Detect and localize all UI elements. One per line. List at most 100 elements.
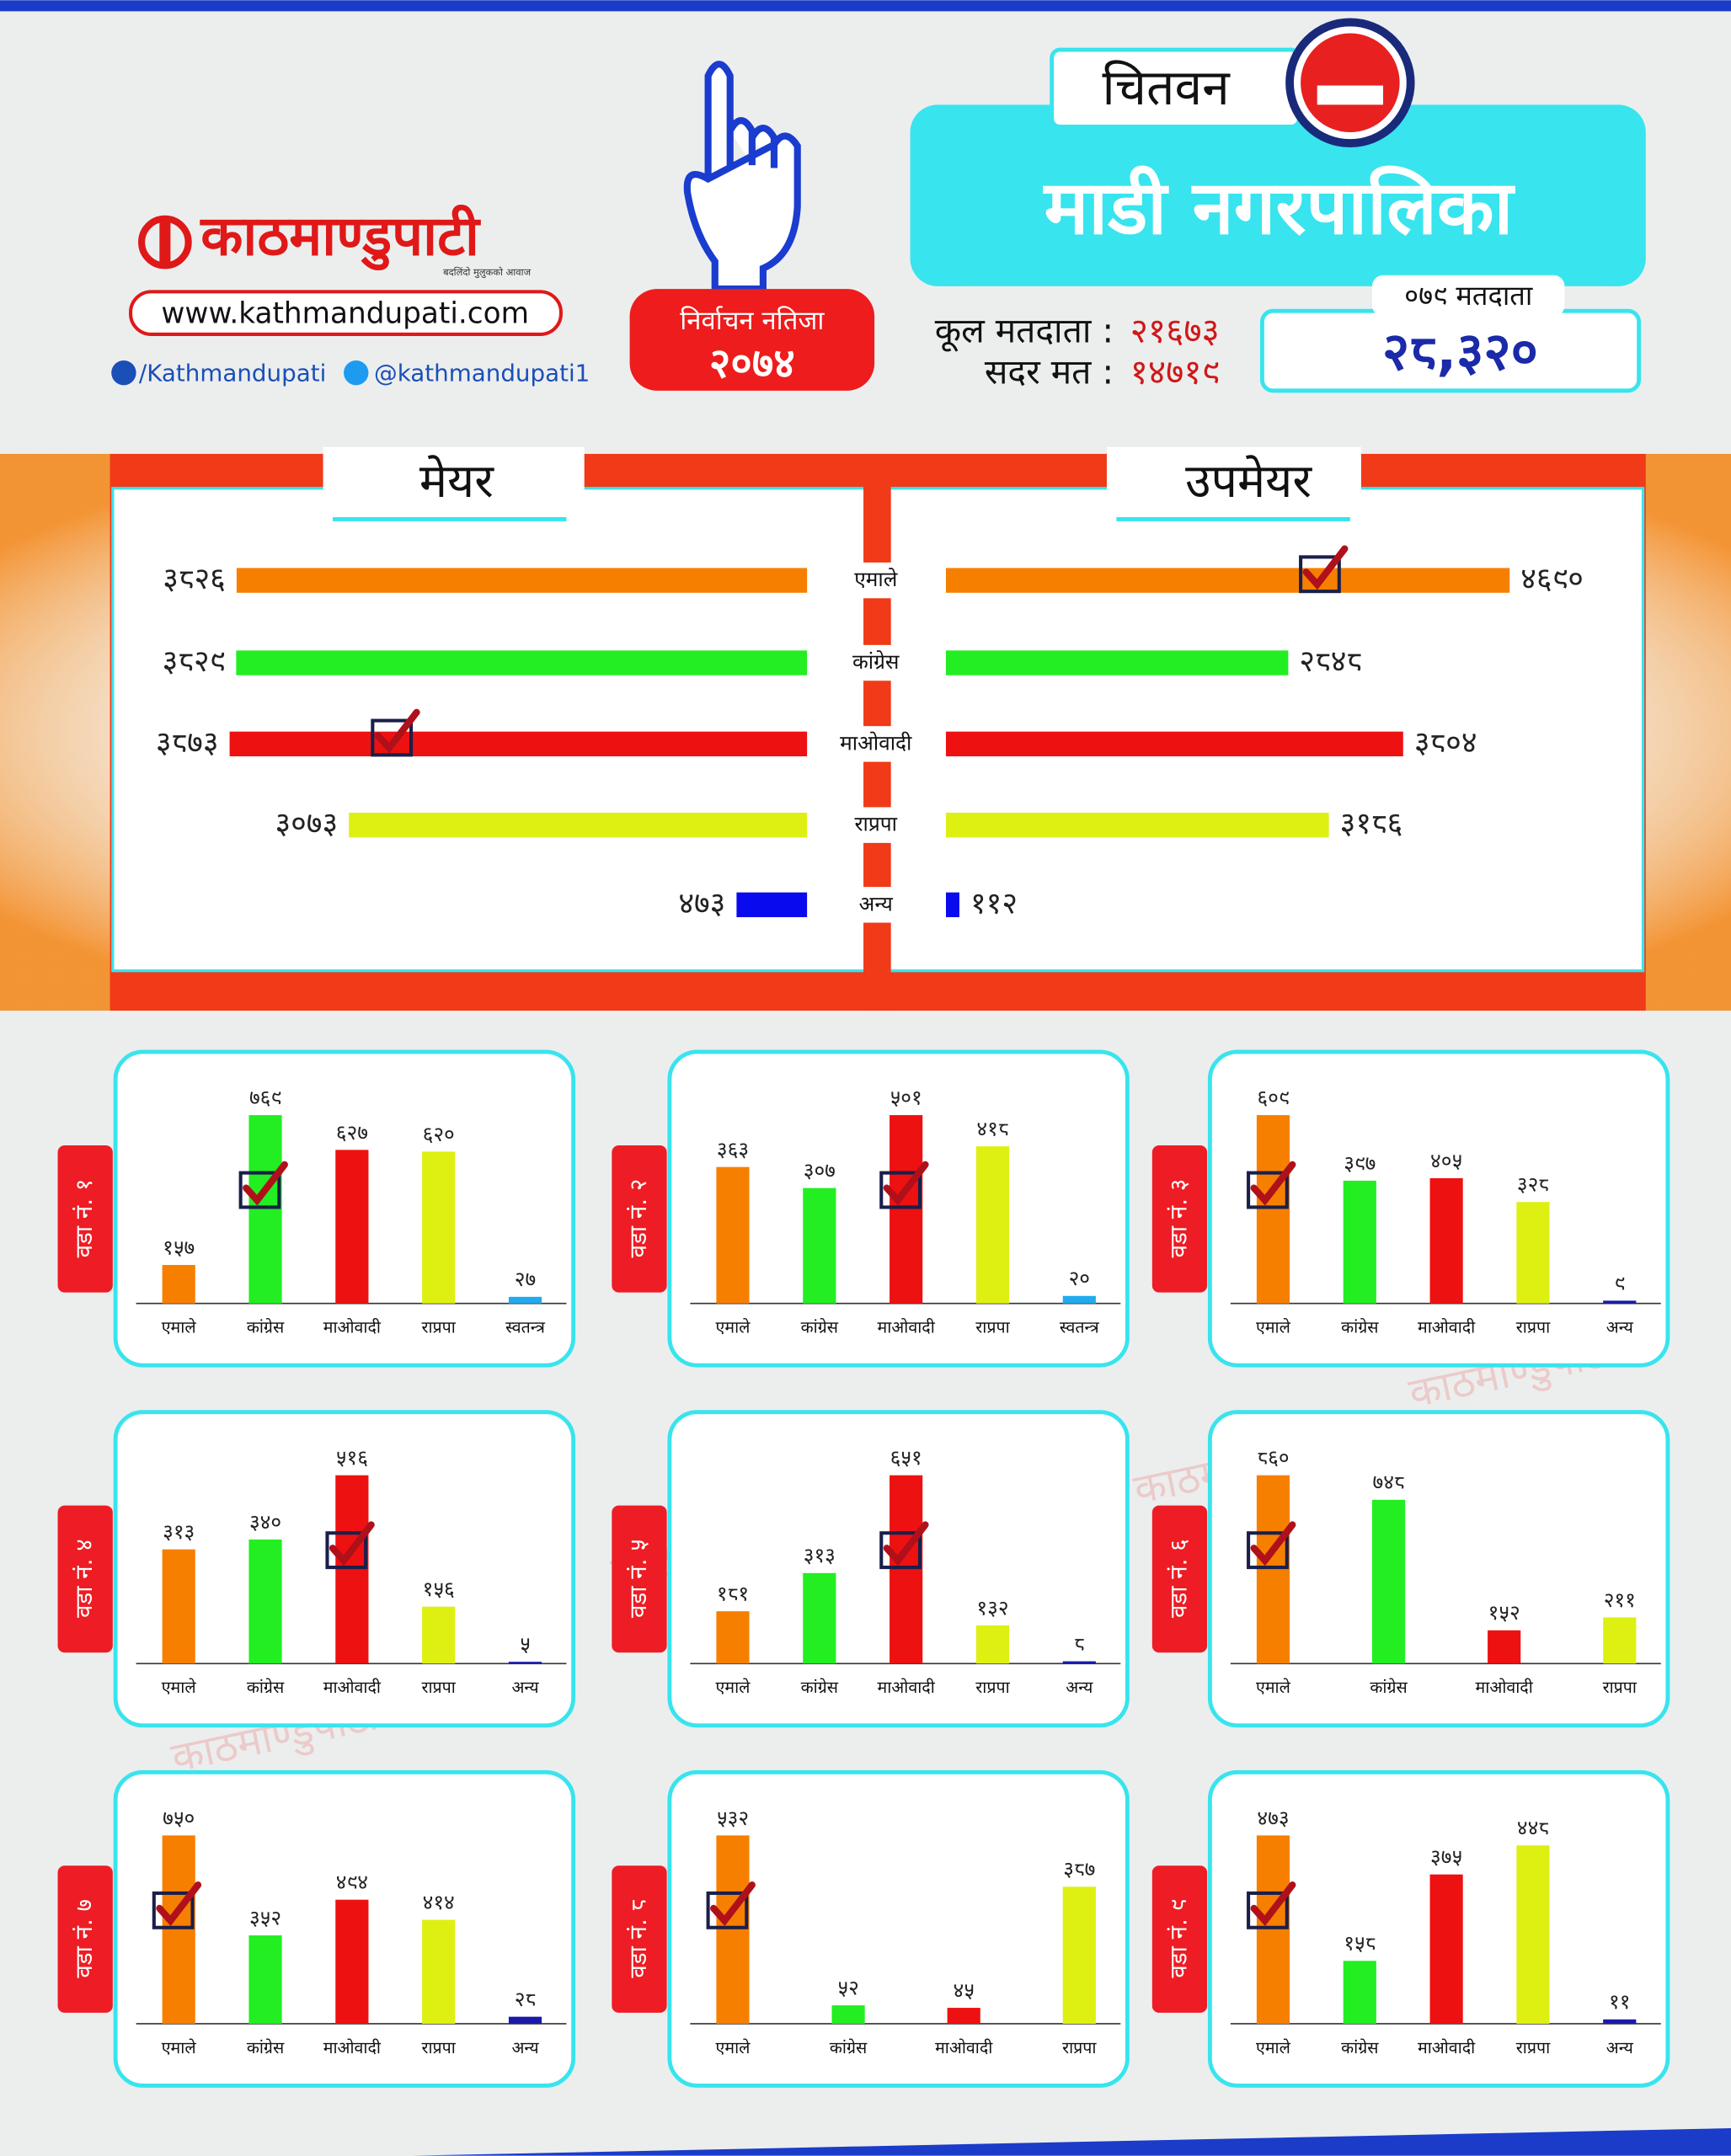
bar xyxy=(248,1539,282,1664)
bar xyxy=(1603,2019,1637,2024)
value-label: ३०७ xyxy=(804,1158,836,1182)
ward-title: वडा नं. ८ xyxy=(624,1899,652,1978)
bar xyxy=(736,892,808,918)
value-label: २११ xyxy=(1604,1588,1636,1612)
value-label: ११ xyxy=(1609,1989,1630,2014)
winner-check-tick xyxy=(374,708,420,754)
category-label: राप्रपा xyxy=(421,1678,456,1697)
winner-check xyxy=(879,1531,922,1570)
category-label: माओवादी xyxy=(1476,1678,1534,1697)
bar xyxy=(1062,1295,1096,1304)
bar xyxy=(335,1150,369,1304)
category-label: राप्रपा xyxy=(975,1318,1010,1337)
deputy-title: उपमेयर xyxy=(1185,454,1312,509)
ward-title: वडा नं. ३ xyxy=(1164,1179,1192,1258)
bar xyxy=(716,1611,750,1664)
winner-check-tick xyxy=(243,1161,288,1206)
value-label: १५२ xyxy=(1488,1600,1520,1625)
winner-check xyxy=(1299,555,1341,594)
value-label: १५८ xyxy=(1344,1931,1376,1956)
bar xyxy=(1343,1180,1376,1304)
value-label: ४४८ xyxy=(1517,1816,1549,1840)
value-label: ३२८ xyxy=(1517,1172,1549,1197)
bar xyxy=(422,1606,456,1664)
value-label: ७५० xyxy=(163,1806,195,1830)
category-box xyxy=(827,562,924,599)
category-label: अन्य xyxy=(1606,2038,1634,2057)
website-pill xyxy=(129,290,563,336)
website: www.kathmandupati.com xyxy=(161,297,529,331)
value-label: ३०७३ xyxy=(275,807,338,841)
value-label: ३८२६ xyxy=(163,562,226,596)
category-label: एमाले xyxy=(1256,2038,1291,2057)
ward-tab xyxy=(612,1145,667,1293)
category-label: कांग्रेस xyxy=(801,1678,839,1697)
value-label: ५३२ xyxy=(717,1806,749,1830)
value-label: ३१८६ xyxy=(1340,807,1403,841)
value-label: ३६३ xyxy=(717,1137,749,1161)
badge-year: २०७४ xyxy=(709,339,795,387)
mayor-tab-underline xyxy=(333,517,567,521)
category-label: माओवादी xyxy=(323,1678,382,1697)
ward-title: वडा नं. ४ xyxy=(70,1539,98,1618)
winner-check xyxy=(1247,1171,1289,1209)
ward-panel xyxy=(667,1769,1130,2088)
logo-tagline: बदलिंदो मुलुकको आवाज xyxy=(443,266,532,279)
category-label: एमाले xyxy=(716,1678,751,1697)
category-label: राप्रपा xyxy=(1062,2038,1097,2057)
bar xyxy=(236,568,808,593)
bar xyxy=(890,1115,923,1304)
winner-check-tick xyxy=(329,1521,375,1566)
ward-tab xyxy=(1151,1865,1208,2013)
bar xyxy=(945,731,1403,757)
value-label: ३८०४ xyxy=(1414,725,1477,760)
value-label: २८४८ xyxy=(1299,644,1362,679)
value-label: ३८२९ xyxy=(163,644,226,679)
twitter: @kathmandupati1 xyxy=(374,359,590,387)
category-box xyxy=(827,807,924,843)
category-label: माओवादी xyxy=(878,1318,936,1337)
bar xyxy=(1256,1475,1290,1664)
category-label: एमाले xyxy=(854,567,898,591)
winner-check-tick xyxy=(156,1881,202,1926)
bottom-strip xyxy=(412,2128,1731,2156)
category-label: कांग्रेस xyxy=(830,2038,868,2057)
value-label: ३७५ xyxy=(1430,1844,1462,1869)
value-label: १५७ xyxy=(163,1235,195,1259)
ward-title: वडा नं. २ xyxy=(624,1179,652,1258)
ward-title: वडा नं. ६ xyxy=(1164,1539,1192,1618)
deputy-tab xyxy=(1106,446,1361,520)
value-label: ३१३ xyxy=(163,1519,195,1544)
category-label: स्वतन्त्र xyxy=(1060,1318,1100,1337)
winner-check-tick xyxy=(1250,1161,1296,1206)
bar xyxy=(1488,1630,1521,1664)
charts: काठमाण्डुपाटीकाठमाण्डुपाटीकाठमाण्डुपाटीक… xyxy=(57,545,1670,2088)
valid-votes: १४७१९ xyxy=(1130,351,1220,392)
category-label: माओवादी xyxy=(840,730,912,755)
category-label: राप्रपा xyxy=(1516,1318,1551,1337)
bar xyxy=(1256,1115,1290,1304)
category-label: एमाले xyxy=(1256,1318,1291,1337)
value-label: १८१ xyxy=(717,1582,749,1606)
winner-check-tick xyxy=(883,1521,929,1566)
value-label: ३४० xyxy=(249,1509,281,1534)
category-label: कांग्रेस xyxy=(801,1318,839,1337)
winner-check xyxy=(1247,1531,1289,1570)
category-label: एमाले xyxy=(1256,1678,1291,1697)
ballot-logo-inner xyxy=(1301,33,1400,133)
category-label: माओवादी xyxy=(878,1678,936,1697)
category-label: राप्रपा xyxy=(854,812,897,836)
category-label: कांग्रेस xyxy=(852,649,900,674)
winner-check-tick xyxy=(1250,1521,1296,1566)
bar xyxy=(248,1115,282,1304)
category-label: माओवादी xyxy=(1418,1318,1476,1337)
value-label: ११२ xyxy=(970,886,1018,921)
municipality-box xyxy=(910,104,1646,286)
value-label: ४०५ xyxy=(1430,1148,1462,1172)
value-label: २० xyxy=(1069,1266,1090,1290)
voters-079: २८,३२० xyxy=(1382,321,1538,382)
ward-title: वडा नं. ९ xyxy=(1164,1899,1192,1978)
value-label: ६२० xyxy=(423,1122,455,1146)
ward-tab xyxy=(57,1145,113,1293)
